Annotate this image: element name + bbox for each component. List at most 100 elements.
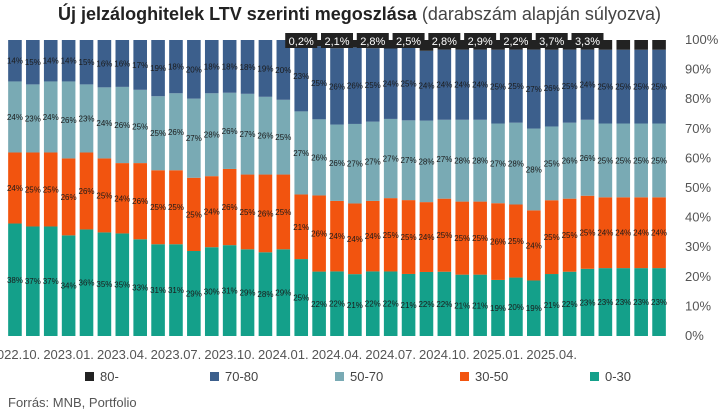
bar-segment bbox=[61, 40, 76, 82]
bar-value-label: 23% bbox=[597, 298, 613, 307]
bar-segment bbox=[8, 223, 22, 336]
bar-segment bbox=[97, 232, 112, 336]
bar-segment bbox=[133, 89, 147, 164]
bar-segment bbox=[97, 87, 112, 159]
bar-segment bbox=[419, 271, 434, 336]
bar-value-label: 25% bbox=[615, 83, 631, 92]
bar-segment bbox=[26, 84, 40, 153]
bar-value-label: 27% bbox=[347, 160, 363, 169]
bar-value-label: 14% bbox=[61, 57, 77, 66]
bar-value-label: 25% bbox=[633, 156, 649, 165]
legend-swatch bbox=[335, 372, 344, 381]
bar-value-label: 24% bbox=[615, 229, 631, 238]
bar-value-label: 24% bbox=[365, 232, 381, 241]
bar-segment bbox=[348, 123, 362, 204]
bar-segment bbox=[79, 84, 94, 153]
bar-segment bbox=[401, 200, 416, 274]
top-label-box bbox=[428, 33, 461, 48]
bar-segment bbox=[616, 268, 631, 336]
bar-segment bbox=[276, 99, 291, 175]
bar-value-label: 33% bbox=[132, 284, 148, 293]
bar-value-label: 24% bbox=[454, 81, 470, 90]
bar-value-label: 21% bbox=[544, 301, 560, 310]
legend-label: 30-50 bbox=[475, 369, 508, 384]
bar-segment bbox=[365, 48, 380, 122]
bar-value-label: 18% bbox=[204, 63, 220, 72]
bar-segment bbox=[204, 176, 219, 248]
bar-value-label: 24% bbox=[633, 229, 649, 238]
bar-value-label: 25% bbox=[544, 159, 560, 168]
bar-segment bbox=[455, 49, 470, 120]
bar-value-label: 25% bbox=[597, 156, 613, 165]
bar-segment bbox=[401, 46, 416, 121]
bar-value-label: 28% bbox=[526, 165, 542, 174]
top-label-box bbox=[356, 33, 389, 48]
bar-segment bbox=[115, 163, 130, 234]
bar-value-label: 25% bbox=[401, 79, 417, 88]
bar-segment bbox=[527, 49, 541, 129]
y-tick-label: 30% bbox=[685, 239, 711, 254]
bar-segment bbox=[455, 201, 470, 275]
top-label-text: 3,3% bbox=[575, 36, 600, 48]
bar-segment bbox=[222, 40, 237, 93]
bar-value-label: 21% bbox=[472, 301, 488, 310]
bar-value-label: 14% bbox=[43, 57, 59, 66]
bar-segment bbox=[562, 49, 577, 123]
bar-segment bbox=[562, 271, 577, 336]
top-label-box bbox=[464, 33, 497, 48]
bar-value-label: 14% bbox=[7, 57, 23, 66]
bar-value-label: 26% bbox=[579, 154, 595, 163]
bar-value-label: 15% bbox=[25, 58, 41, 67]
bar-segment bbox=[187, 251, 201, 336]
bar-segment bbox=[312, 119, 326, 196]
bar-segment bbox=[8, 40, 22, 82]
bar-value-label: 37% bbox=[43, 277, 59, 286]
bar-value-label: 27% bbox=[526, 85, 542, 94]
bar-value-label: 21% bbox=[347, 301, 363, 310]
top-label-box bbox=[321, 33, 353, 48]
bar-value-label: 24% bbox=[436, 81, 452, 90]
x-tick-label: 2024.07. bbox=[365, 347, 416, 362]
bar-segment bbox=[312, 46, 326, 120]
y-tick-label: 60% bbox=[685, 150, 711, 165]
bar-segment bbox=[276, 40, 291, 100]
bar-value-label: 28% bbox=[472, 157, 488, 166]
bar-segment bbox=[527, 280, 541, 336]
bar-value-label: 26% bbox=[222, 127, 238, 136]
x-tick-label: 2022.10. bbox=[0, 347, 40, 362]
bar-segment bbox=[509, 204, 523, 278]
top-label-box bbox=[571, 33, 604, 48]
bar-value-label: 27% bbox=[383, 155, 399, 164]
bar-value-label: 26% bbox=[168, 128, 184, 137]
bar-segment bbox=[634, 197, 648, 269]
bar-segment bbox=[527, 210, 541, 281]
bar-segment bbox=[527, 128, 541, 211]
bar-value-label: 25% bbox=[597, 83, 613, 92]
bar-segment bbox=[169, 93, 183, 171]
bar-value-label: 27% bbox=[365, 157, 381, 166]
bar-value-label: 25% bbox=[383, 231, 399, 240]
bar-segment bbox=[61, 81, 76, 159]
bar-value-label: 22% bbox=[329, 300, 345, 309]
bar-value-label: 25% bbox=[365, 81, 381, 90]
bar-segment bbox=[294, 111, 309, 195]
bar-value-label: 25% bbox=[633, 83, 649, 92]
bar-value-label: 25% bbox=[508, 82, 524, 91]
bar-value-label: 20% bbox=[275, 66, 291, 75]
bar-segment bbox=[330, 124, 344, 201]
bar-segment bbox=[258, 40, 273, 97]
bar-segment bbox=[616, 197, 631, 269]
bar-value-label: 24% bbox=[383, 80, 399, 89]
bar-segment bbox=[151, 244, 165, 336]
bar-value-label: 24% bbox=[418, 82, 434, 91]
bar-value-label: 26% bbox=[257, 209, 273, 218]
top-label-text: 2,5% bbox=[396, 36, 421, 48]
bar-segment bbox=[383, 198, 398, 272]
bar-value-label: 31% bbox=[168, 286, 184, 295]
bar-value-label: 21% bbox=[454, 301, 470, 310]
bar-segment bbox=[276, 249, 291, 336]
bar-segment bbox=[652, 197, 666, 269]
bar-value-label: 25% bbox=[293, 294, 309, 303]
bar-value-label: 25% bbox=[508, 237, 524, 246]
bar-segment bbox=[580, 49, 595, 120]
